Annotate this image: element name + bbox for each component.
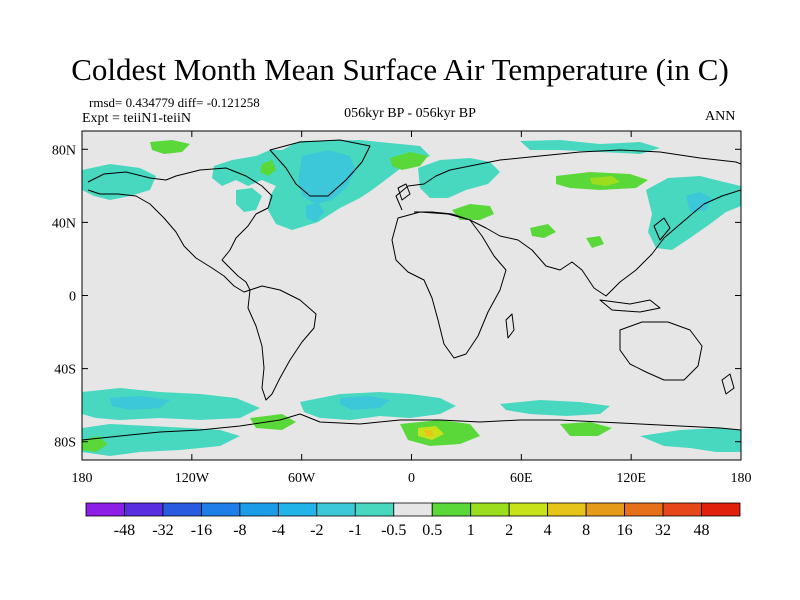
- coast-africa: [391, 211, 507, 359]
- lon-tick-label: 120W: [175, 471, 210, 486]
- lon-axis: 180 120W 60W 0 60E 120E 180: [72, 131, 752, 486]
- anomaly-central-asia: [452, 204, 494, 220]
- anomaly-ross-east: [82, 436, 108, 452]
- anomaly-central-asia-2: [530, 224, 556, 238]
- coast-south-america: [247, 285, 317, 401]
- colorbar-swatch: [508, 502, 549, 517]
- lat-tick-label: 40S: [54, 363, 76, 378]
- coast-greenland: [269, 139, 371, 197]
- colorbar-swatch: [162, 502, 202, 517]
- colorbar-swatch: [701, 502, 741, 517]
- anomaly-scandinavia: [418, 158, 500, 198]
- colorbar-label: -2: [310, 522, 323, 539]
- coast-north-america: [87, 167, 273, 293]
- lat-tick-label: 80N: [52, 143, 76, 158]
- coast-antarctica: [82, 413, 741, 441]
- anomaly-labrador: [236, 188, 262, 212]
- coast-eurasia: [395, 149, 741, 297]
- colorbar-label: 1: [467, 522, 475, 539]
- colorbar: -48 -32 -16 -8 -4 -2 -1 -0.5 0.5 1 2 4 8 16 32 48: [85, 502, 741, 539]
- lon-tick-label: 0: [408, 471, 415, 486]
- coast-australia: [619, 321, 703, 381]
- coast-new-zealand: [721, 373, 735, 395]
- anomaly-field: [82, 140, 741, 456]
- lon-tick-label: 60E: [510, 471, 533, 486]
- lat-tick-label: 40N: [52, 216, 76, 231]
- colorbar-swatch: [354, 502, 395, 517]
- colorbar-label: -16: [191, 522, 212, 539]
- stats-label: rmsd= 0.434779 diff= -0.121258: [89, 95, 260, 110]
- coastlines: [82, 139, 741, 441]
- anomaly-tibet: [586, 236, 604, 248]
- colorbar-label: 0.5: [422, 522, 442, 539]
- lat-tick-label: 80S: [54, 436, 76, 451]
- map-plot: 80N 40N 0 40S 80S 180 120W 60W 0 60E 120E 180: [52, 130, 752, 486]
- anomaly-southern-pacific-core: [110, 396, 170, 410]
- colorbar-swatch: [585, 502, 625, 517]
- colorbar-label: -48: [114, 522, 135, 539]
- coast-uk: [397, 183, 411, 201]
- anomaly-ross: [82, 424, 240, 456]
- period-label: 056kyr BP - 056kyr BP: [344, 106, 476, 121]
- anomaly-southern-pacific: [82, 388, 260, 420]
- colorbar-label: 4: [544, 522, 552, 539]
- colorbar-label: 2: [505, 522, 513, 539]
- anomaly-southern-indian: [500, 400, 610, 416]
- anomaly-southern-atlantic-core: [340, 396, 390, 410]
- experiment-label: Expt = teiiN1-teiiN: [82, 111, 191, 126]
- colorbar-label: 48: [694, 522, 710, 539]
- lon-tick-label: 180: [72, 471, 93, 486]
- colorbar-swatch: [470, 502, 510, 517]
- colorbar-swatch: [547, 502, 587, 517]
- colorbar-label: 8: [582, 522, 590, 539]
- colorbar-swatch: [624, 502, 664, 517]
- colorbar-swatch: [431, 502, 472, 517]
- coast-madagascar: [505, 313, 515, 339]
- anomaly-north-atlantic-core: [306, 202, 324, 222]
- anomaly-siberia-core: [590, 176, 620, 186]
- colorbar-swatch: [239, 502, 279, 517]
- colorbar-label: 32: [655, 522, 671, 539]
- anomaly-east-antarctica: [640, 428, 741, 452]
- colorbar-label: -32: [152, 522, 173, 539]
- anomaly-arctic-canada: [150, 140, 190, 154]
- colorbar-swatch: [277, 502, 318, 517]
- colorbar-swatch: [316, 502, 356, 517]
- colorbar-label: -4: [272, 522, 285, 539]
- coast-japan: [653, 217, 671, 241]
- anomaly-amundsen: [250, 414, 296, 430]
- anomaly-kamchatka-core: [686, 192, 712, 212]
- lat-tick-label: 0: [69, 290, 76, 305]
- anomaly-greenland-east: [260, 160, 276, 176]
- colorbar-label: -0.5: [381, 522, 406, 539]
- lon-tick-label: 60W: [288, 471, 316, 486]
- colorbar-label: -1: [349, 522, 362, 539]
- figure-title: Coldest Month Mean Surface Air Temperatu…: [71, 52, 729, 87]
- colorbar-swatch: [124, 502, 164, 517]
- colorbar-swatch: [662, 502, 702, 517]
- colorbar-swatch: [393, 502, 433, 517]
- season-label: ANN: [705, 109, 736, 124]
- colorbar-label: 16: [617, 522, 633, 539]
- anomaly-wilkes: [560, 422, 612, 436]
- anomaly-barents: [390, 152, 428, 170]
- anomaly-alaska: [82, 164, 156, 200]
- colorbar-swatch: [201, 502, 241, 517]
- lat-axis: 80N 40N 0 40S 80S: [52, 143, 741, 451]
- anomaly-greenland-core: [298, 150, 356, 204]
- anomaly-dronning-core: [424, 430, 434, 436]
- colorbar-label: -8: [233, 522, 246, 539]
- coast-indonesia: [599, 299, 661, 313]
- lon-tick-label: 120E: [616, 471, 646, 486]
- colorbar-swatch: [85, 502, 125, 517]
- lon-tick-label: 180: [731, 471, 752, 486]
